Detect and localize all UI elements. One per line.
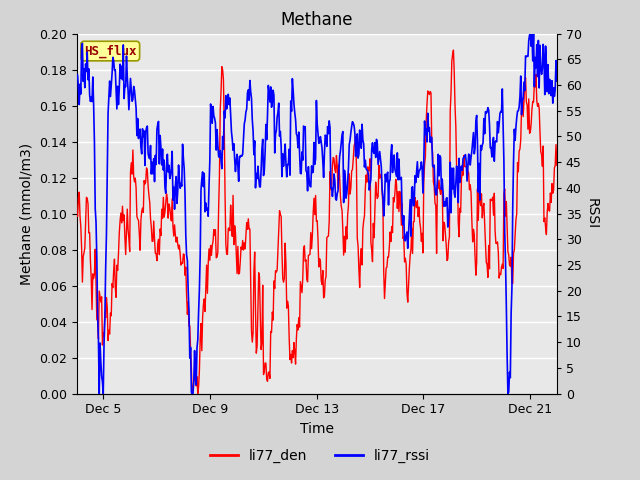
Y-axis label: RSSI: RSSI — [584, 198, 598, 229]
Text: HS_flux: HS_flux — [84, 44, 136, 58]
Title: Methane: Methane — [280, 11, 353, 29]
Legend: li77_den, li77_rssi: li77_den, li77_rssi — [204, 443, 436, 468]
Y-axis label: Methane (mmol/m3): Methane (mmol/m3) — [20, 143, 33, 285]
X-axis label: Time: Time — [300, 422, 334, 436]
